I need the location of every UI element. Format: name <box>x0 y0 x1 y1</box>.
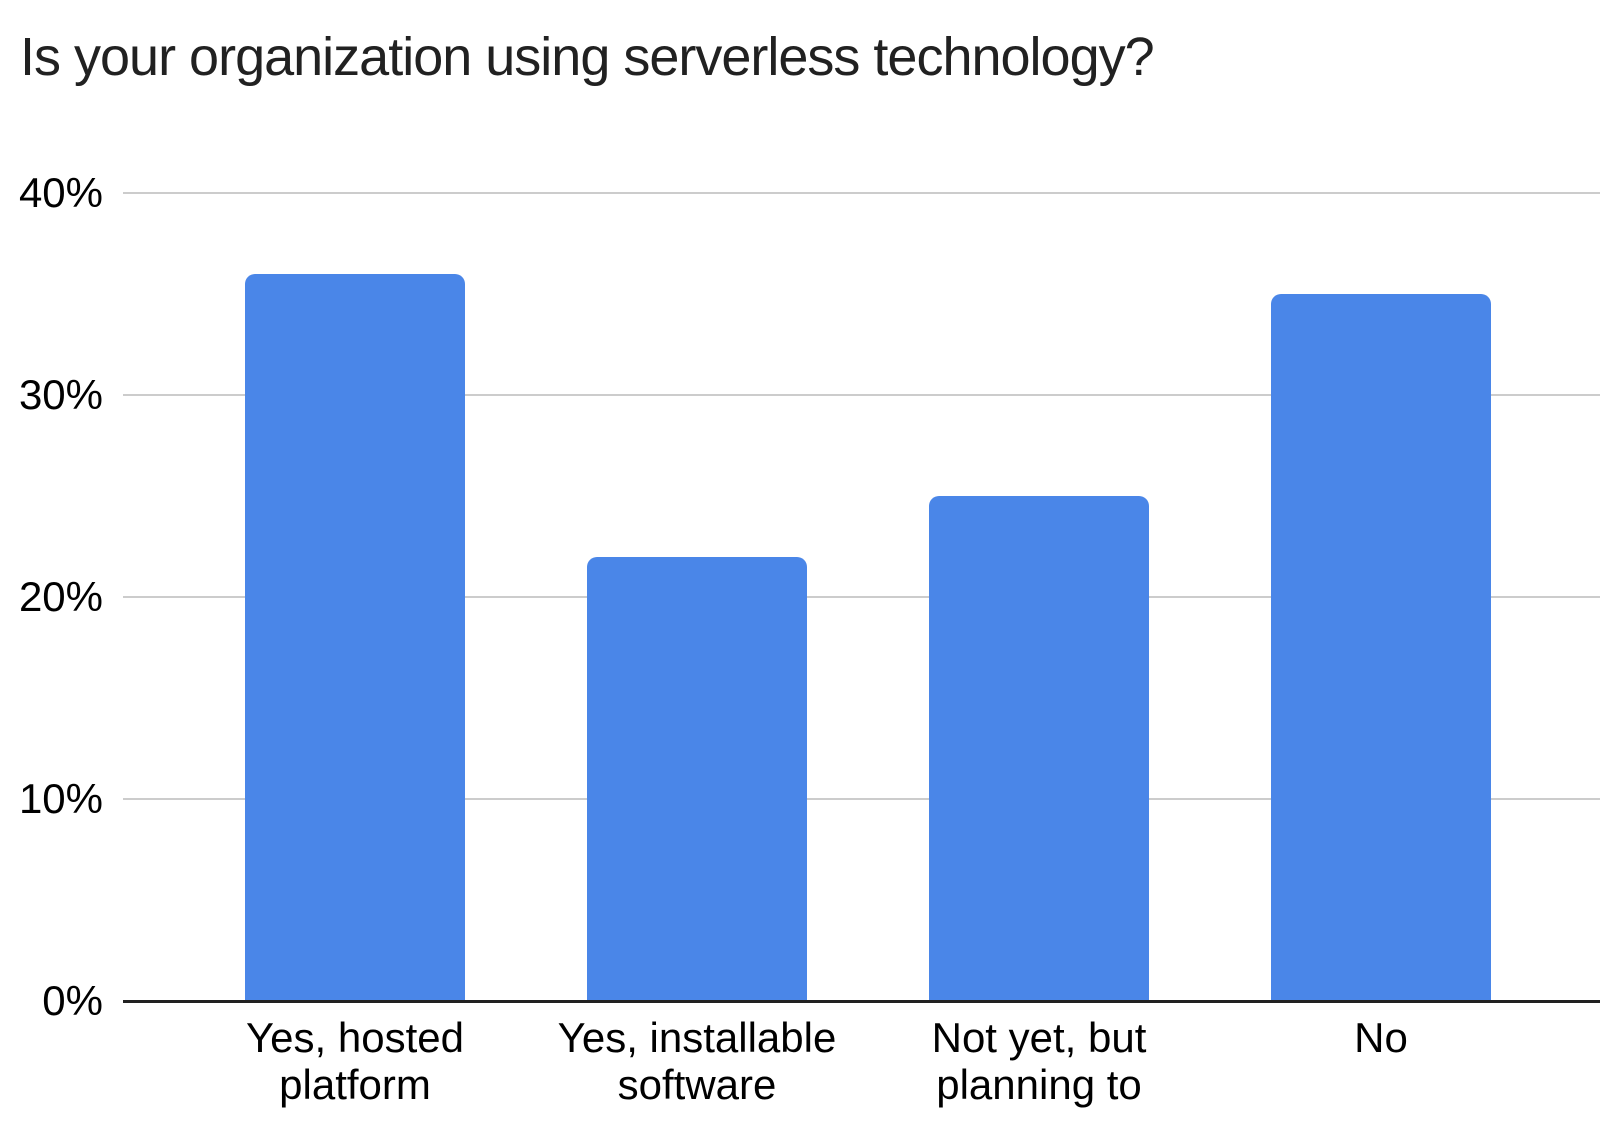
x-axis-category-label: Not yet, but planning to <box>932 1014 1147 1108</box>
bar <box>929 496 1149 1001</box>
gridline <box>123 596 1600 598</box>
x-axis-category-label-line: software <box>617 1061 777 1108</box>
y-axis-tick-label: 30% <box>18 371 103 418</box>
x-axis-category-label-line: No <box>1354 1014 1408 1061</box>
chart-title: Is your organization using serverless te… <box>20 27 1155 87</box>
y-axis-tick-label: 20% <box>18 573 103 620</box>
gridline <box>123 798 1600 800</box>
bar <box>587 556 807 1001</box>
x-axis-category-label-line: planning to <box>936 1061 1142 1108</box>
x-axis-category-label-line: platform <box>279 1061 431 1108</box>
x-axis-category-label: Yes, installable software <box>558 1014 837 1108</box>
x-axis-category-label-line: Not yet, but <box>931 1014 1147 1061</box>
x-axis-category-label: Yes, hosted platform <box>246 1014 464 1108</box>
x-axis-line <box>123 1000 1600 1003</box>
x-axis-category-label: No <box>1354 1014 1408 1061</box>
bar <box>1271 294 1491 1001</box>
gridline <box>123 192 1600 194</box>
y-axis-tick-label: 10% <box>18 775 103 822</box>
x-axis-category-label-line: Yes, hosted <box>246 1014 464 1061</box>
bar <box>245 273 465 1001</box>
y-axis-tick-label: 0% <box>42 977 103 1024</box>
y-axis-tick-label: 40% <box>18 169 103 216</box>
x-axis-category-label-line: Yes, installable <box>557 1014 837 1061</box>
gridline <box>123 394 1600 396</box>
